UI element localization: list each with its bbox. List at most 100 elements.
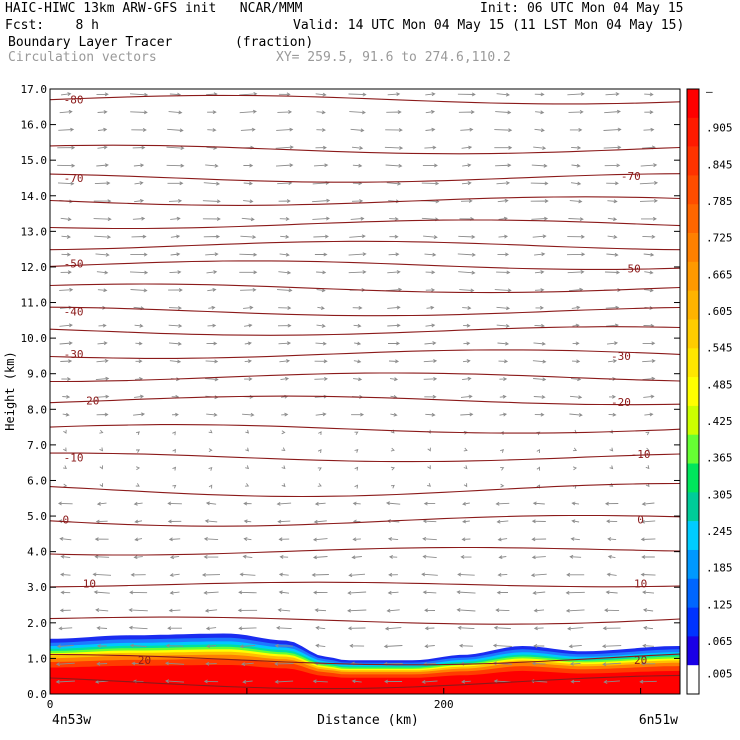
vector-332 <box>387 341 401 346</box>
vector-165 <box>496 519 509 524</box>
vector-563 <box>129 92 149 97</box>
cross-section-endpoints: XY= 259.5, 91.6 to 274.6,110.2 <box>276 50 511 65</box>
vector-557 <box>535 110 545 115</box>
vector-18 <box>96 661 108 666</box>
y-tick-label-0: 0.0 <box>27 688 47 701</box>
vector-89 <box>203 590 219 595</box>
vector-503 <box>422 163 438 168</box>
vector-530 <box>167 128 184 133</box>
vector-488 <box>496 181 511 185</box>
vector-397 <box>278 270 292 275</box>
colorbar-swatch-5 <box>687 233 699 263</box>
vector-166 <box>531 519 546 524</box>
vector-169 <box>640 519 656 524</box>
vector-478 <box>134 181 144 185</box>
vector-537 <box>425 127 436 132</box>
vector-124 <box>242 554 253 559</box>
colorbar-swatch-1 <box>687 117 699 147</box>
vector-485 <box>386 181 402 186</box>
vector-555 <box>458 110 475 114</box>
vector-231 <box>427 447 431 452</box>
vector-473 <box>569 199 583 204</box>
x-axis: 0 200 <box>47 688 642 711</box>
vector-71 <box>168 608 181 613</box>
vector-14 <box>570 679 581 684</box>
vector-43 <box>383 644 403 649</box>
vector-541 <box>569 128 583 132</box>
valid-time: Valid: 14 UTC Mon 04 May 15 (11 LST Mon … <box>293 18 685 33</box>
isotherm-label-16: 20 <box>634 654 647 667</box>
vector-174 <box>205 501 217 506</box>
vector-440 <box>607 235 618 239</box>
vector-119 <box>60 554 71 559</box>
vector-322 <box>642 359 656 363</box>
isotherm-11 <box>50 372 680 383</box>
vector-428 <box>170 234 181 239</box>
vector-512 <box>132 145 146 150</box>
colorbar-swatch-6 <box>687 261 699 291</box>
vector-532 <box>240 127 256 132</box>
vector-100 <box>605 590 618 595</box>
vector-302 <box>533 377 547 382</box>
vector-107 <box>239 572 256 577</box>
isotherm-8 <box>50 306 680 317</box>
vector-406 <box>604 270 621 275</box>
vector-243 <box>245 429 250 434</box>
vector-454 <box>498 216 508 221</box>
vector-346 <box>277 323 292 328</box>
colorbar-label-14: .125 <box>706 598 733 611</box>
circulation-vectors <box>55 91 659 684</box>
vector-17 <box>55 662 75 667</box>
isotherm-label-14: 10 <box>83 578 96 591</box>
vector-117 <box>606 572 617 577</box>
vector-554 <box>425 109 436 114</box>
vector-152 <box>640 537 656 542</box>
y-tick-label-6: 6.0 <box>27 475 47 488</box>
vector-195 <box>354 484 359 489</box>
vector-575 <box>567 92 585 96</box>
vector-494 <box>96 163 109 168</box>
vector-295 <box>280 376 290 381</box>
y-tick-label-17: 17.0 <box>21 83 48 96</box>
vector-517 <box>315 145 327 150</box>
isotherm-12 <box>50 395 680 406</box>
vector-571 <box>425 92 436 97</box>
vector-151 <box>607 537 617 541</box>
x-axis-label: Distance (km) <box>317 713 419 728</box>
vector-221 <box>63 447 67 452</box>
vector-75 <box>314 608 327 613</box>
vector-262 <box>315 412 327 417</box>
vector-560 <box>644 110 654 115</box>
vector-523 <box>533 146 547 151</box>
vector-548 <box>207 110 217 114</box>
vector-425 <box>61 234 71 239</box>
vector-22 <box>241 662 254 667</box>
vector-471 <box>497 198 509 203</box>
vector-132 <box>531 555 546 560</box>
vector-150 <box>570 537 580 541</box>
vector-429 <box>203 234 221 239</box>
vector-94 <box>387 590 399 595</box>
vector-157 <box>204 519 218 523</box>
vector-419 <box>457 252 476 257</box>
isotherm-label-4: -50 <box>621 263 641 276</box>
vector-567 <box>278 92 291 97</box>
vector-50 <box>642 643 654 648</box>
vector-258 <box>171 412 179 417</box>
forecast-hour: Fcst: 8 h <box>5 18 99 33</box>
vector-342 <box>134 323 144 328</box>
vector-208 <box>208 467 213 471</box>
vector-47 <box>533 644 545 648</box>
vector-235 <box>572 447 578 452</box>
vector-449 <box>312 216 330 221</box>
vector-498 <box>243 163 254 168</box>
vector-285 <box>533 395 546 399</box>
vector-133 <box>569 554 582 559</box>
vector-327 <box>206 341 218 346</box>
x-tick-label-1: 200 <box>434 698 454 711</box>
vector-219 <box>609 465 614 470</box>
vector-203 <box>645 483 650 488</box>
vector-97 <box>496 590 509 595</box>
vector-520 <box>424 145 437 150</box>
vector-194 <box>317 483 322 487</box>
